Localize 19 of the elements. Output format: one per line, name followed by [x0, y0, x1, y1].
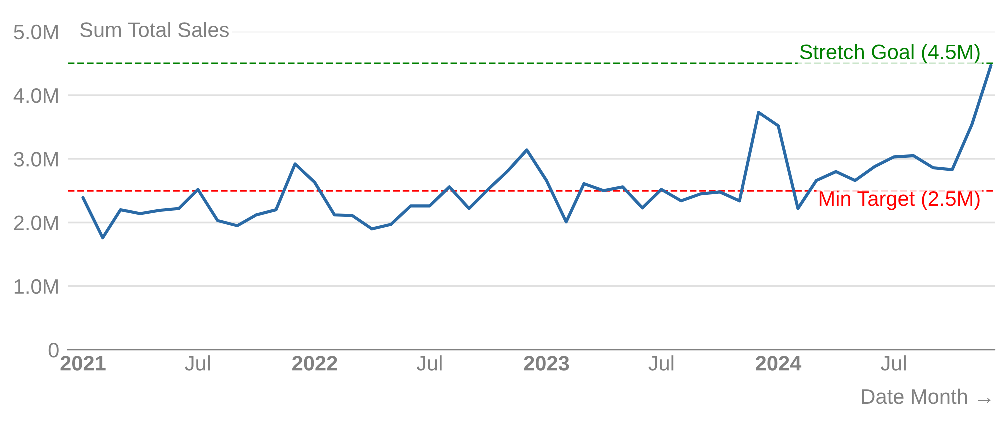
- x-tick-label: Jul: [416, 356, 442, 371]
- ref-line-label: Stretch Goal (4.5M): [800, 44, 980, 64]
- x-tick-label: Jul: [185, 356, 210, 371]
- x-tick-label: 2022: [292, 356, 338, 371]
- y-axis-title: Sum Total Sales: [80, 22, 229, 38]
- y-tick-label: 3.0M: [14, 152, 58, 167]
- x-tick-label: 2024: [756, 356, 802, 371]
- y-tick-label: 5.0M: [14, 24, 58, 40]
- y-tick-label: 2.0M: [14, 216, 58, 230]
- x-tick-label: 2021: [60, 356, 106, 371]
- x-tick-label: Jul: [648, 356, 674, 371]
- y-tick-label: 4.0M: [14, 88, 58, 104]
- line-series: [82, 64, 993, 240]
- y-tick-label: 1.0M: [14, 279, 58, 294]
- ref-line-label: Min Target (2.5M): [820, 190, 980, 210]
- x-tick-label: 2023: [524, 356, 570, 371]
- y-tick-label: 0: [48, 343, 59, 358]
- x-axis-title: Date Month →: [862, 388, 991, 404]
- x-tick-label: Jul: [881, 356, 906, 371]
